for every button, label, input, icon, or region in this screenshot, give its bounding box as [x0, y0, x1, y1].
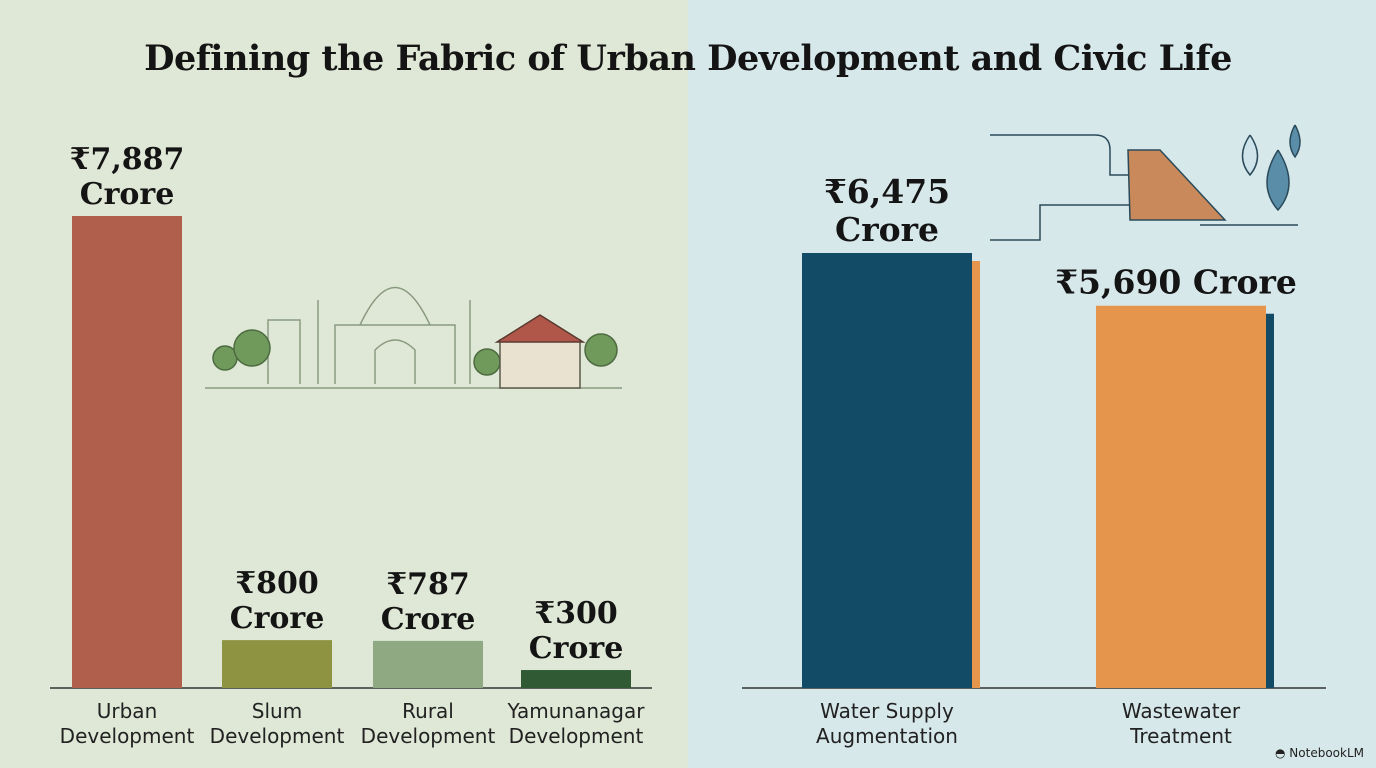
data-label: Crore: [80, 177, 175, 212]
bar-0-1: [222, 640, 332, 688]
bar-0-2: [373, 640, 483, 688]
data-label: ₹300: [534, 596, 618, 631]
category-label: Treatment: [1129, 724, 1232, 748]
water-pipes-illustration: [990, 124, 1301, 241]
data-label: ₹5,690 Crore: [1055, 263, 1297, 302]
category-label: Development: [361, 724, 496, 748]
category-label: Water Supply: [820, 699, 954, 723]
category-label: Urban: [97, 699, 158, 723]
category-label: Development: [60, 724, 195, 748]
data-label: ₹787: [386, 567, 470, 602]
page-title: Defining the Fabric of Urban Development…: [144, 38, 1232, 79]
bar-0-3: [521, 670, 631, 688]
data-label: Crore: [381, 602, 476, 637]
notebooklm-logo-icon: ◓: [1274, 746, 1286, 760]
brand-label: NotebookLM: [1289, 746, 1364, 760]
notebooklm-brand: ◓ NotebookLM: [1275, 746, 1364, 760]
bar-1-1: [1096, 305, 1266, 688]
category-label: Wastewater: [1122, 699, 1241, 723]
category-label: Development: [210, 724, 345, 748]
data-label: ₹7,887: [70, 142, 185, 177]
category-label: Development: [509, 724, 644, 748]
category-label: Yamunanagar: [507, 699, 646, 723]
data-label: ₹800: [235, 566, 319, 601]
category-label: Rural: [402, 699, 454, 723]
category-label: Augmentation: [816, 724, 958, 748]
data-label: Crore: [230, 601, 325, 636]
bar-1-0: [802, 253, 972, 688]
data-label: Crore: [835, 210, 939, 249]
bar-0-0: [72, 216, 182, 688]
data-label: ₹6,475: [824, 172, 950, 211]
data-label: Crore: [529, 631, 624, 666]
category-label: Slum: [252, 699, 302, 723]
city-skyline-illustration: [205, 286, 622, 389]
